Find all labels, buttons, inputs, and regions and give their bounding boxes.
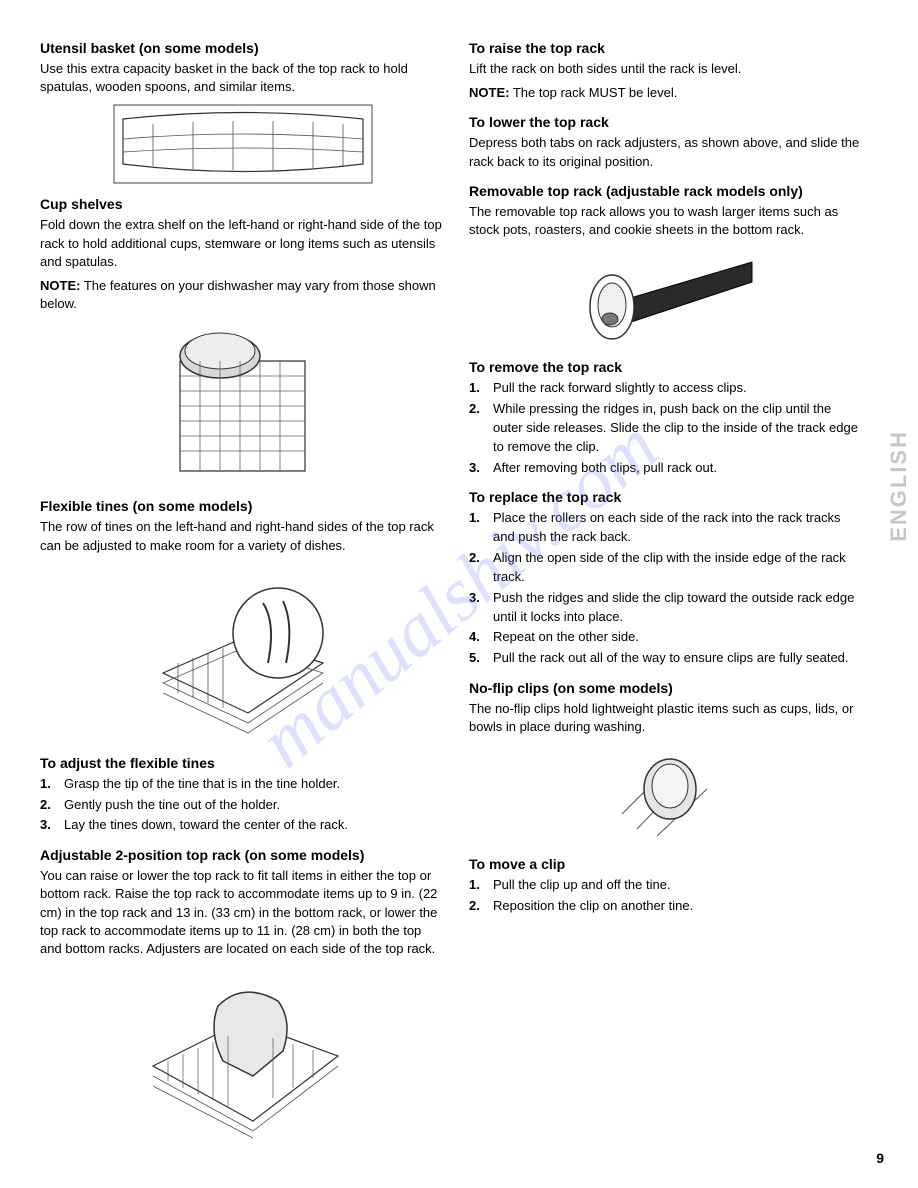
list-item: Grasp the tip of the tine that is in the… bbox=[40, 775, 445, 794]
heading-lower-rack: To lower the top rack bbox=[469, 114, 864, 130]
illustration-noflip-clip bbox=[469, 744, 864, 844]
list-item: Pull the rack out all of the way to ensu… bbox=[469, 649, 864, 668]
note-raise-rack: NOTE: The top rack MUST be level. bbox=[469, 84, 864, 102]
heading-removable-rack: Removable top rack (adjustable rack mode… bbox=[469, 183, 864, 199]
heading-remove-rack: To remove the top rack bbox=[469, 359, 864, 375]
heading-utensil-basket: Utensil basket (on some models) bbox=[40, 40, 445, 56]
heading-adjust-tines: To adjust the flexible tines bbox=[40, 755, 445, 771]
list-adjust-tines: Grasp the tip of the tine that is in the… bbox=[40, 775, 445, 836]
text-adjustable-rack: You can raise or lower the top rack to f… bbox=[40, 867, 445, 958]
note-label: NOTE: bbox=[40, 278, 80, 293]
language-tab: ENGLISH bbox=[886, 430, 912, 542]
heading-move-clip: To move a clip bbox=[469, 856, 864, 872]
text-noflip-clips: The no-flip clips hold lightweight plast… bbox=[469, 700, 864, 736]
list-replace-rack: Place the rollers on each side of the ra… bbox=[469, 509, 864, 668]
note-body: The features on your dishwasher may vary… bbox=[40, 278, 436, 311]
list-item: After removing both clips, pull rack out… bbox=[469, 459, 864, 478]
text-flexible-tines: The row of tines on the left-hand and ri… bbox=[40, 518, 445, 554]
list-item: Pull the clip up and off the tine. bbox=[469, 876, 864, 895]
text-utensil-basket: Use this extra capacity basket in the ba… bbox=[40, 60, 445, 96]
illustration-rail-clip bbox=[469, 247, 864, 347]
list-item: Push the ridges and slide the clip towar… bbox=[469, 589, 864, 627]
page-content: Utensil basket (on some models) Use this… bbox=[0, 0, 918, 1173]
list-item: Pull the rack forward slightly to access… bbox=[469, 379, 864, 398]
heading-adjustable-rack: Adjustable 2-position top rack (on some … bbox=[40, 847, 445, 863]
list-item: While pressing the ridges in, push back … bbox=[469, 400, 864, 457]
illustration-flexible-tines bbox=[40, 563, 445, 743]
list-item: Repeat on the other side. bbox=[469, 628, 864, 647]
note-cup-shelves: NOTE: The features on your dishwasher ma… bbox=[40, 277, 445, 313]
illustration-adjustable-rack bbox=[40, 966, 445, 1141]
text-cup-shelves: Fold down the extra shelf on the left-ha… bbox=[40, 216, 445, 271]
heading-cup-shelves: Cup shelves bbox=[40, 196, 445, 212]
illustration-utensil-basket bbox=[40, 104, 445, 184]
page-number: 9 bbox=[876, 1150, 884, 1166]
note-body: The top rack MUST be level. bbox=[509, 85, 677, 100]
list-item: Lay the tines down, toward the center of… bbox=[40, 816, 445, 835]
heading-flexible-tines: Flexible tines (on some models) bbox=[40, 498, 445, 514]
heading-replace-rack: To replace the top rack bbox=[469, 489, 864, 505]
list-item: Reposition the clip on another tine. bbox=[469, 897, 864, 916]
list-remove-rack: Pull the rack forward slightly to access… bbox=[469, 379, 864, 477]
left-column: Utensil basket (on some models) Use this… bbox=[40, 40, 445, 1153]
list-item: Gently push the tine out of the holder. bbox=[40, 796, 445, 815]
heading-raise-rack: To raise the top rack bbox=[469, 40, 864, 56]
text-raise-rack: Lift the rack on both sides until the ra… bbox=[469, 60, 864, 78]
list-item: Align the open side of the clip with the… bbox=[469, 549, 864, 587]
text-removable-rack: The removable top rack allows you to was… bbox=[469, 203, 864, 239]
right-column: To raise the top rack Lift the rack on b… bbox=[469, 40, 864, 1153]
note-label: NOTE: bbox=[469, 85, 509, 100]
illustration-cup-shelves bbox=[40, 321, 445, 486]
list-move-clip: Pull the clip up and off the tine. Repos… bbox=[469, 876, 864, 916]
heading-noflip-clips: No-flip clips (on some models) bbox=[469, 680, 864, 696]
list-item: Place the rollers on each side of the ra… bbox=[469, 509, 864, 547]
text-lower-rack: Depress both tabs on rack adjusters, as … bbox=[469, 134, 864, 170]
